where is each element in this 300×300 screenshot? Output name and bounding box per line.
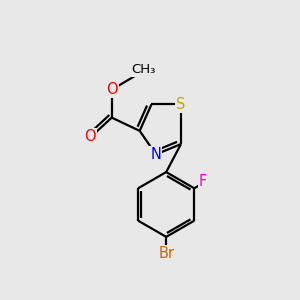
Text: O: O: [84, 129, 95, 144]
Text: N: N: [151, 147, 161, 162]
Text: Br: Br: [158, 246, 174, 261]
Text: F: F: [199, 174, 207, 189]
Text: CH₃: CH₃: [131, 63, 155, 76]
Text: O: O: [106, 82, 118, 97]
Text: S: S: [176, 97, 186, 112]
